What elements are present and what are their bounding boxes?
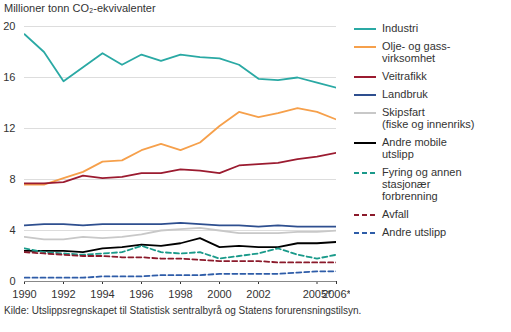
html-text:Fyring og annen stasjonær forb: Fyring og annen stasjonær forbrenning (382, 166, 462, 202)
svg-text:2000: 2000 (207, 288, 231, 300)
html-text:Landbruk: Landbruk (382, 88, 428, 100)
svg-text:2005*: 2005* (302, 288, 332, 301)
html-text:Andre utslipp: Andre utslipp (382, 226, 447, 238)
html-text:Kilde: Utslippsregnskapet til: Kilde: Utslippsregnskapet til Statistisk… (4, 305, 362, 316)
svg-text:1992: 1992 (51, 288, 75, 300)
svg-text:12: 12 (3, 122, 15, 134)
html-text:Millioner tonn CO₂-ekvivalente: Millioner tonn CO₂-ekvivalenter (4, 2, 156, 14)
svg-text:16: 16 (3, 71, 15, 83)
html-text:Skipsfart (fiske og innenriks): Skipsfart (fiske og innenriks) (382, 106, 475, 130)
html-text:Avfall: Avfall (382, 208, 409, 220)
svg-text:2006*: 2006* (322, 288, 350, 300)
svg-text:1998: 1998 (168, 288, 192, 300)
svg-text:1994: 1994 (90, 288, 114, 300)
svg-text:4: 4 (9, 224, 15, 236)
svg-text:0: 0 (9, 275, 15, 287)
svg-text:20: 20 (3, 20, 15, 32)
svg-text:8: 8 (9, 173, 15, 185)
html-text:Andre mobile utslipp: Andre mobile utslipp (382, 136, 447, 160)
html-text:Industri: Industri (382, 22, 419, 34)
svg-text:1990: 1990 (12, 288, 36, 300)
html-text:Veitrafikk: Veitrafikk (382, 70, 427, 82)
svg-text:1996: 1996 (129, 288, 153, 300)
html-text:Olje- og gass- virksomhet: Olje- og gass- virksomhet (382, 40, 451, 64)
svg-text:2002: 2002 (246, 288, 270, 300)
